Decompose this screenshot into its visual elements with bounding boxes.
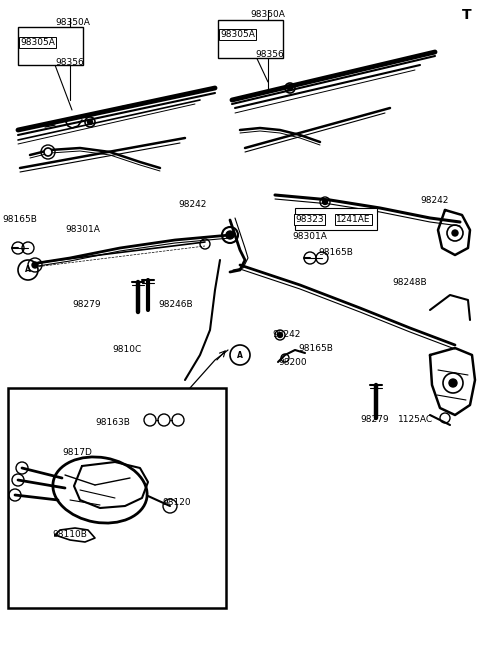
Text: A: A bbox=[237, 350, 243, 359]
Text: 98242: 98242 bbox=[272, 330, 300, 339]
Text: 98165B: 98165B bbox=[2, 215, 37, 224]
Circle shape bbox=[452, 230, 458, 236]
Text: 98242: 98242 bbox=[420, 196, 448, 205]
Text: T: T bbox=[462, 8, 472, 22]
Text: 98242: 98242 bbox=[178, 200, 206, 209]
Text: 98165B: 98165B bbox=[298, 344, 333, 353]
Circle shape bbox=[44, 148, 52, 156]
Text: 98279: 98279 bbox=[72, 300, 101, 309]
Text: 9817D: 9817D bbox=[62, 448, 92, 457]
Text: 98163B: 98163B bbox=[95, 418, 130, 427]
Text: 98279: 98279 bbox=[360, 415, 389, 424]
Text: 98305A: 98305A bbox=[220, 30, 255, 39]
Text: 98356: 98356 bbox=[55, 58, 84, 67]
Text: 98305A: 98305A bbox=[20, 38, 55, 47]
Bar bbox=[295, 208, 377, 230]
Circle shape bbox=[226, 231, 234, 239]
Circle shape bbox=[449, 379, 457, 387]
Text: 98350A: 98350A bbox=[55, 18, 90, 27]
Text: 98301A: 98301A bbox=[292, 232, 327, 241]
Text: 98165B: 98165B bbox=[318, 248, 353, 257]
Text: 98120: 98120 bbox=[162, 498, 191, 507]
Circle shape bbox=[288, 85, 292, 91]
Text: 98200: 98200 bbox=[278, 358, 307, 367]
Text: 9810C: 9810C bbox=[112, 345, 141, 354]
Circle shape bbox=[323, 200, 327, 204]
Text: 98356: 98356 bbox=[255, 50, 284, 59]
Bar bbox=[18, 27, 83, 65]
Text: 98323: 98323 bbox=[295, 215, 324, 224]
Text: 98350A: 98350A bbox=[250, 10, 285, 19]
Text: 98301A: 98301A bbox=[65, 225, 100, 234]
Circle shape bbox=[87, 120, 93, 124]
Bar bbox=[218, 20, 283, 58]
Bar bbox=[8, 388, 226, 608]
Text: A: A bbox=[25, 265, 31, 275]
Text: 98110B: 98110B bbox=[52, 530, 87, 539]
Text: 1125AC: 1125AC bbox=[398, 415, 433, 424]
Text: 98248B: 98248B bbox=[392, 278, 427, 287]
Circle shape bbox=[32, 262, 38, 268]
Text: 1241AE: 1241AE bbox=[336, 215, 371, 224]
Circle shape bbox=[277, 332, 283, 338]
Text: 98246B: 98246B bbox=[158, 300, 192, 309]
